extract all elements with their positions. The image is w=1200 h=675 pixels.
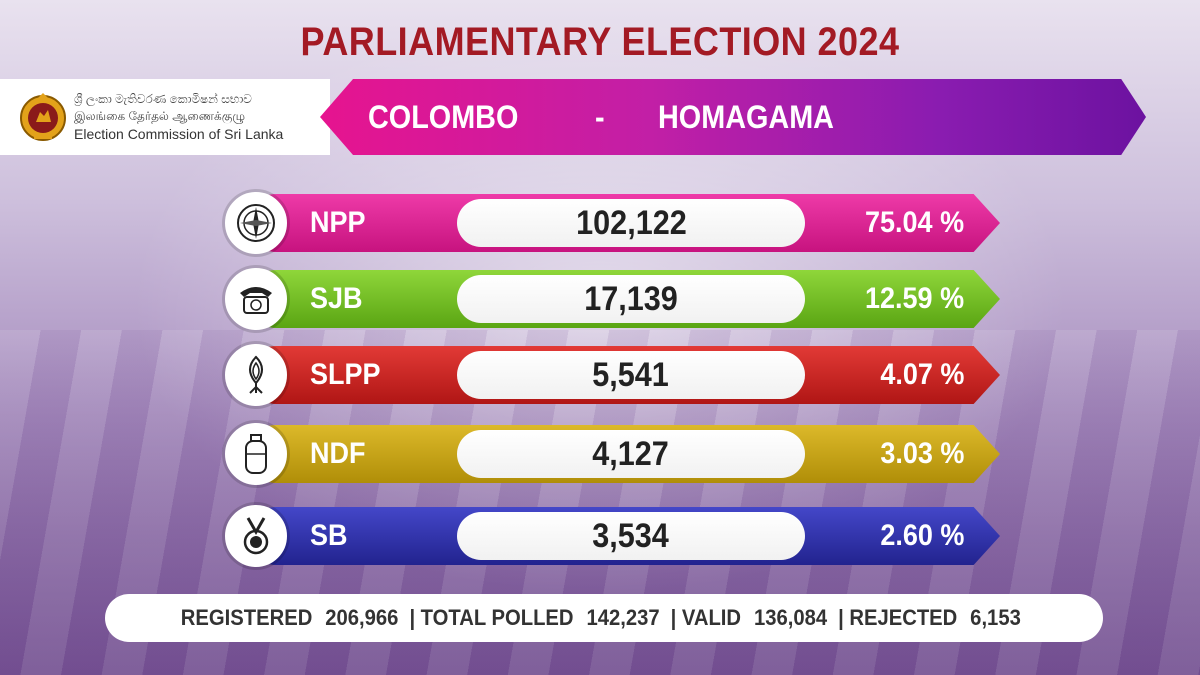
vote-percentage: 12.59 % bbox=[864, 282, 964, 315]
votes-value: 5,541 bbox=[592, 355, 670, 394]
votes-value: 102,122 bbox=[575, 203, 687, 242]
party-row-slpp: SLPP 5,541 4.07 % bbox=[225, 344, 1000, 406]
banner-separator: - bbox=[595, 99, 605, 135]
party-row-ndf: NDF 4,127 3.03 % bbox=[225, 423, 1000, 485]
party-badge bbox=[225, 423, 287, 485]
total-polled-value: 142,237 bbox=[586, 605, 661, 630]
votes-value: 17,139 bbox=[584, 279, 678, 318]
medal-icon bbox=[243, 517, 269, 555]
rejected-label: REJECTED bbox=[849, 605, 958, 630]
party-name: NPP bbox=[310, 206, 366, 239]
logo-text-english: Election Commission of Sri Lanka bbox=[74, 126, 284, 142]
summary-separator: | bbox=[409, 605, 416, 630]
party-row-sb: SB 3,534 2.60 % bbox=[225, 505, 1000, 567]
logo-text-sinhala: ශ්‍රී ලංකා මැතිවරණ කොමිෂන් සභාව bbox=[74, 92, 252, 106]
party-name: SJB bbox=[310, 282, 363, 315]
votes-count: 3,534 bbox=[457, 512, 805, 560]
votes-count: 102,122 bbox=[457, 199, 805, 247]
page-title: PARLIAMENTARY ELECTION 2024 bbox=[300, 20, 900, 64]
vote-percentage: 3.03 % bbox=[879, 437, 964, 470]
party-badge bbox=[225, 344, 287, 406]
votes-count: 17,139 bbox=[457, 275, 805, 323]
vote-percentage: 2.60 % bbox=[879, 519, 964, 552]
votes-count: 4,127 bbox=[457, 430, 805, 478]
party-row-sjb: SJB 17,139 12.59 % bbox=[225, 268, 1000, 330]
registered-value: 206,966 bbox=[325, 605, 399, 630]
party-badge bbox=[225, 268, 287, 330]
logo-text-tamil: இலங்கை தேர்தல் ஆணைக்குழு bbox=[74, 109, 246, 123]
votes-count: 5,541 bbox=[457, 351, 805, 399]
party-name: NDF bbox=[310, 437, 366, 470]
location-banner: COLOMBO - HOMAGAMA bbox=[320, 79, 1146, 155]
party-row-npp: NPP 102,122 75.04 % bbox=[225, 192, 1000, 254]
votes-value: 4,127 bbox=[592, 434, 670, 473]
registered-label: REGISTERED bbox=[181, 605, 313, 630]
telephone-icon bbox=[240, 287, 272, 314]
district-name: COLOMBO bbox=[368, 99, 519, 135]
logo-panel: ශ්‍රී ලංකා මැතිවරණ කොමිෂන් සභාව இலங்கை த… bbox=[0, 79, 330, 155]
lotus-bud-icon bbox=[249, 355, 263, 394]
party-badge bbox=[225, 192, 287, 254]
party-name: SB bbox=[310, 519, 348, 552]
summary-separator: | bbox=[671, 605, 677, 630]
vote-percentage: 4.07 % bbox=[879, 358, 964, 391]
gas-cylinder-icon bbox=[245, 434, 267, 474]
valid-value: 136,084 bbox=[754, 605, 828, 630]
total-polled-label: TOTAL POLLED bbox=[421, 605, 574, 630]
sri-lanka-emblem-icon bbox=[20, 93, 66, 141]
division-name: HOMAGAMA bbox=[658, 99, 834, 135]
summary-separator: | bbox=[838, 605, 845, 630]
party-badge bbox=[225, 505, 287, 567]
summary-bar: REGISTERED 206,966 | TOTAL POLLED 142,23… bbox=[105, 594, 1103, 642]
votes-value: 3,534 bbox=[592, 516, 670, 555]
compass-icon bbox=[237, 204, 275, 242]
vote-percentage: 75.04 % bbox=[864, 206, 964, 239]
party-name: SLPP bbox=[310, 358, 381, 391]
rejected-value: 6,153 bbox=[970, 605, 1022, 630]
valid-label: VALID bbox=[682, 605, 742, 630]
